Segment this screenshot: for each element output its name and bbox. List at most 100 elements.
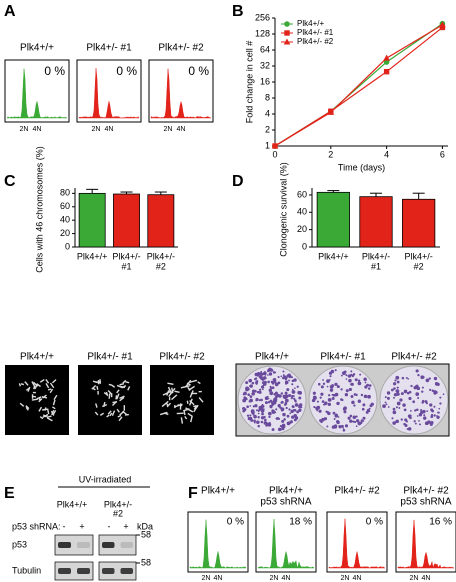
colony: [368, 410, 371, 413]
colony: [255, 381, 259, 385]
colony: [423, 414, 426, 417]
colony: [259, 372, 263, 376]
colony: [357, 381, 362, 386]
x-label: 2N: [164, 126, 173, 133]
chromosome: [180, 385, 190, 389]
chromosome: [123, 405, 126, 411]
colony: [352, 415, 357, 420]
marker: [439, 24, 446, 31]
chromosome: [198, 397, 204, 403]
chromosome: [108, 393, 111, 399]
row-label: Tubulin: [12, 565, 41, 575]
colony: [292, 388, 294, 391]
colony: [258, 388, 262, 391]
chromosome: [125, 381, 130, 384]
chromosome: [92, 387, 96, 391]
chromosome: [53, 394, 58, 401]
colony: [415, 392, 420, 396]
colony: [260, 398, 263, 402]
colony: [296, 410, 300, 414]
colony: [263, 415, 266, 418]
colony: [420, 375, 425, 380]
blot: [54, 534, 94, 556]
colony-label: Plk4+/+: [255, 352, 289, 363]
chromosome: [107, 410, 112, 415]
colony: [281, 427, 285, 431]
colony: [258, 399, 261, 402]
colony: [334, 369, 337, 372]
colony: [272, 378, 275, 381]
chromosome: [94, 411, 99, 416]
chromosome: [193, 404, 199, 413]
colony: [351, 400, 355, 405]
chromosome: [180, 417, 184, 424]
chromosome: [49, 388, 54, 394]
plate: [379, 365, 449, 435]
legend-label: Plk4+/- #1: [297, 28, 334, 37]
colony: [264, 418, 267, 422]
x-tick-label: 4: [384, 149, 389, 159]
colony: [256, 420, 260, 425]
colony: [267, 380, 270, 384]
chromosome: [111, 384, 116, 388]
chromosome: [51, 379, 57, 384]
colony: [421, 386, 424, 389]
lane-label: -: [108, 521, 111, 531]
blot: [54, 561, 94, 581]
genotype-label: Plk4+/- #2: [334, 486, 380, 497]
colony: [249, 414, 252, 417]
colony: [357, 399, 362, 403]
colony: [245, 386, 249, 391]
colony: [370, 402, 374, 406]
chromosome: [99, 412, 105, 416]
colony: [294, 403, 299, 407]
colony: [329, 375, 332, 378]
colony: [290, 397, 293, 400]
colony: [393, 396, 395, 399]
colony: [284, 391, 288, 395]
colony: [400, 418, 403, 421]
chromosome: [166, 390, 170, 396]
colony: [336, 385, 340, 389]
x-label: 4N: [33, 126, 42, 133]
chromosome: [31, 398, 38, 401]
legend-label: Plk4+/+: [297, 19, 324, 28]
y-tick-label: 16: [260, 76, 270, 86]
colony: [418, 423, 421, 426]
colony: [291, 394, 294, 398]
colony: [408, 396, 412, 401]
chromosome: [169, 387, 176, 395]
colony: [395, 419, 399, 424]
chromosome: [183, 410, 186, 416]
colony: [268, 415, 271, 419]
band: [58, 568, 71, 574]
colony: [280, 375, 283, 378]
colony: [352, 420, 355, 423]
colony: [284, 378, 287, 381]
colony: [274, 371, 277, 374]
colony: [398, 406, 401, 409]
colony: [291, 405, 295, 408]
colony: [261, 405, 265, 408]
colony: [245, 381, 249, 385]
colony: [338, 425, 342, 429]
colony: [286, 388, 290, 392]
colony: [336, 420, 340, 425]
colony: [420, 410, 424, 414]
colony: [426, 410, 429, 413]
chromosome: [197, 381, 201, 385]
marker: [439, 21, 446, 28]
colony: [277, 376, 280, 379]
histogram: [328, 518, 386, 569]
chromosome: [167, 402, 172, 407]
x-label: 4N: [177, 126, 186, 133]
colony: [430, 408, 434, 412]
x-tick-label: Plk4+/+: [318, 251, 349, 261]
colony: [288, 408, 291, 411]
colony: [242, 399, 245, 402]
bar: [402, 198, 436, 248]
colony: [251, 410, 255, 415]
colony: [354, 378, 358, 382]
colony: [410, 384, 413, 388]
colony: [268, 423, 271, 426]
